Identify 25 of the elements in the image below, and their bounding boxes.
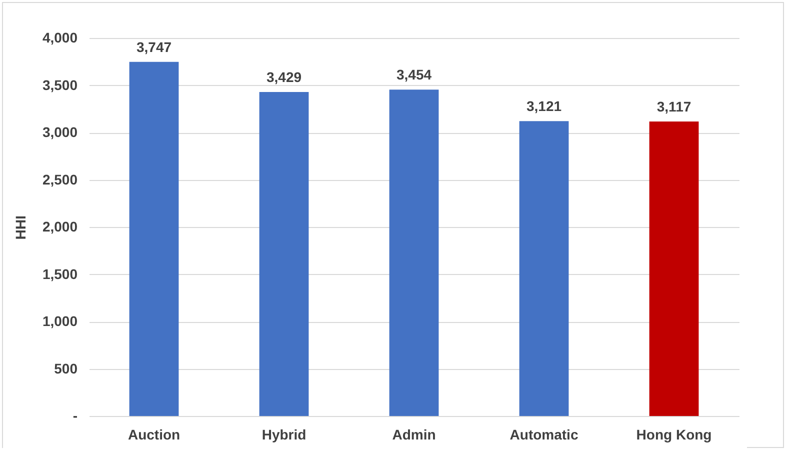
data-label: 3,117	[656, 98, 692, 114]
y-tick-label: 2,000	[42, 218, 78, 234]
bar	[649, 121, 699, 416]
x-tick-label: Automatic	[510, 426, 578, 442]
y-tick-label: 1,000	[42, 313, 78, 329]
bar	[519, 121, 569, 416]
x-tick-label: Admin	[392, 426, 436, 442]
data-label: 3,429	[266, 68, 302, 85]
data-label: 3,747	[136, 38, 172, 55]
data-label: 3,121	[526, 98, 562, 114]
y-tick-label: 4,000	[42, 30, 78, 46]
y-tick-label: 1,500	[42, 266, 78, 282]
bar	[259, 92, 309, 416]
y-tick-label: 3,500	[42, 76, 78, 93]
x-tick-label: Hybrid	[262, 426, 306, 442]
x-tick-label: Auction	[128, 426, 180, 442]
data-label: 3,454	[396, 66, 432, 83]
y-tick-label: 500	[54, 360, 78, 376]
x-tick-label: Hong Kong	[636, 426, 712, 442]
y-tick-label: -	[72, 408, 78, 424]
bar	[129, 62, 179, 416]
bar	[389, 90, 439, 416]
y-tick-label: 3,000	[42, 124, 78, 140]
y-tick-label: 2,500	[42, 171, 78, 188]
y-axis-title: HHI	[12, 215, 28, 240]
